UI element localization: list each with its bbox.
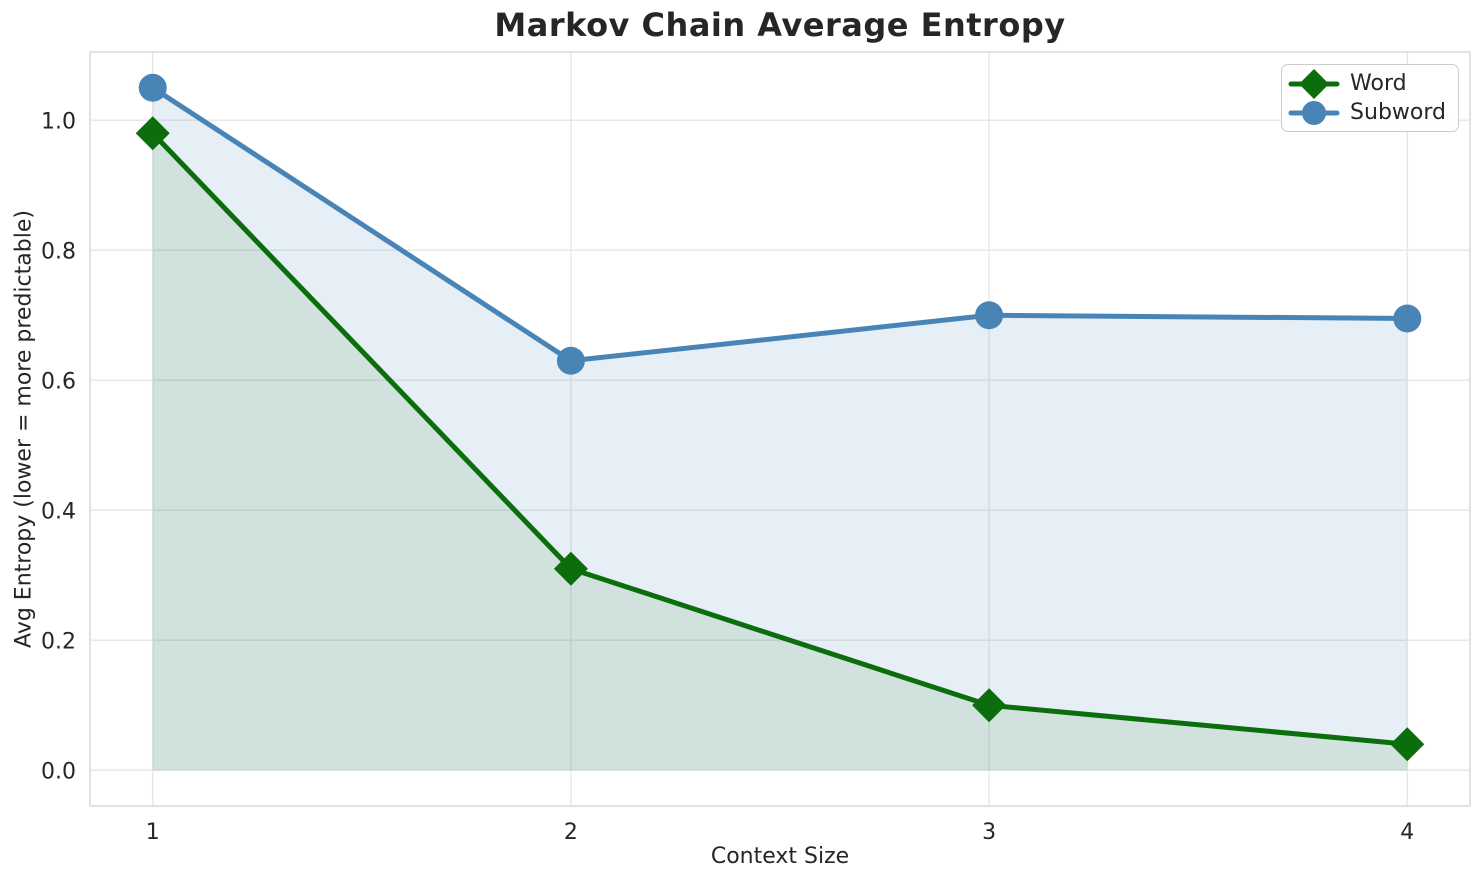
legend-label-subword: Subword (1350, 100, 1446, 125)
word-point-marker (972, 688, 1007, 723)
x-tick-label: 3 (982, 820, 996, 845)
word-line (150, 130, 1410, 747)
y-tick-label: 0.6 (41, 369, 76, 394)
y-tick-label: 1.0 (41, 109, 76, 134)
subword-circle-marker-icon (1288, 100, 1340, 125)
y-axis-label: Avg Entropy (lower = more predictable) (11, 210, 37, 648)
subword-markers (138, 73, 1422, 375)
subword-line (150, 85, 1410, 364)
subword-point-marker (975, 301, 1004, 330)
chart-title: Markov Chain Average Entropy (494, 6, 1066, 44)
word-legend-marker (1299, 68, 1330, 99)
y-tick-label: 0.0 (41, 759, 76, 784)
y-tick-label: 0.4 (41, 499, 76, 524)
word-markers (135, 116, 1425, 762)
plot-border (89, 51, 1471, 807)
legend-item-subword: Subword (1288, 98, 1446, 127)
word-point-marker (135, 116, 170, 151)
gridlines (90, 52, 1470, 806)
legend: Word Subword (1281, 64, 1459, 132)
legend-label-word: Word (1350, 71, 1407, 96)
x-axis-label: Context Size (710, 844, 850, 869)
x-tick-label: 1 (146, 820, 160, 845)
subword-area-fill (152, 87, 1408, 771)
word-area-fill (152, 133, 1408, 771)
x-tick-label: 2 (564, 820, 578, 845)
subword-legend-marker (1302, 100, 1327, 125)
y-tick-label: 0.2 (41, 629, 76, 654)
subword-point-marker (556, 346, 585, 375)
y-tick-label: 0.8 (41, 239, 76, 264)
word-diamond-marker-icon (1288, 68, 1340, 99)
subword-point-marker (138, 73, 167, 102)
word-point-marker (1390, 727, 1425, 762)
legend-item-word: Word (1288, 68, 1446, 99)
word-point-marker (553, 551, 588, 586)
x-tick-label: 4 (1400, 820, 1414, 845)
subword-point-marker (1393, 304, 1422, 333)
